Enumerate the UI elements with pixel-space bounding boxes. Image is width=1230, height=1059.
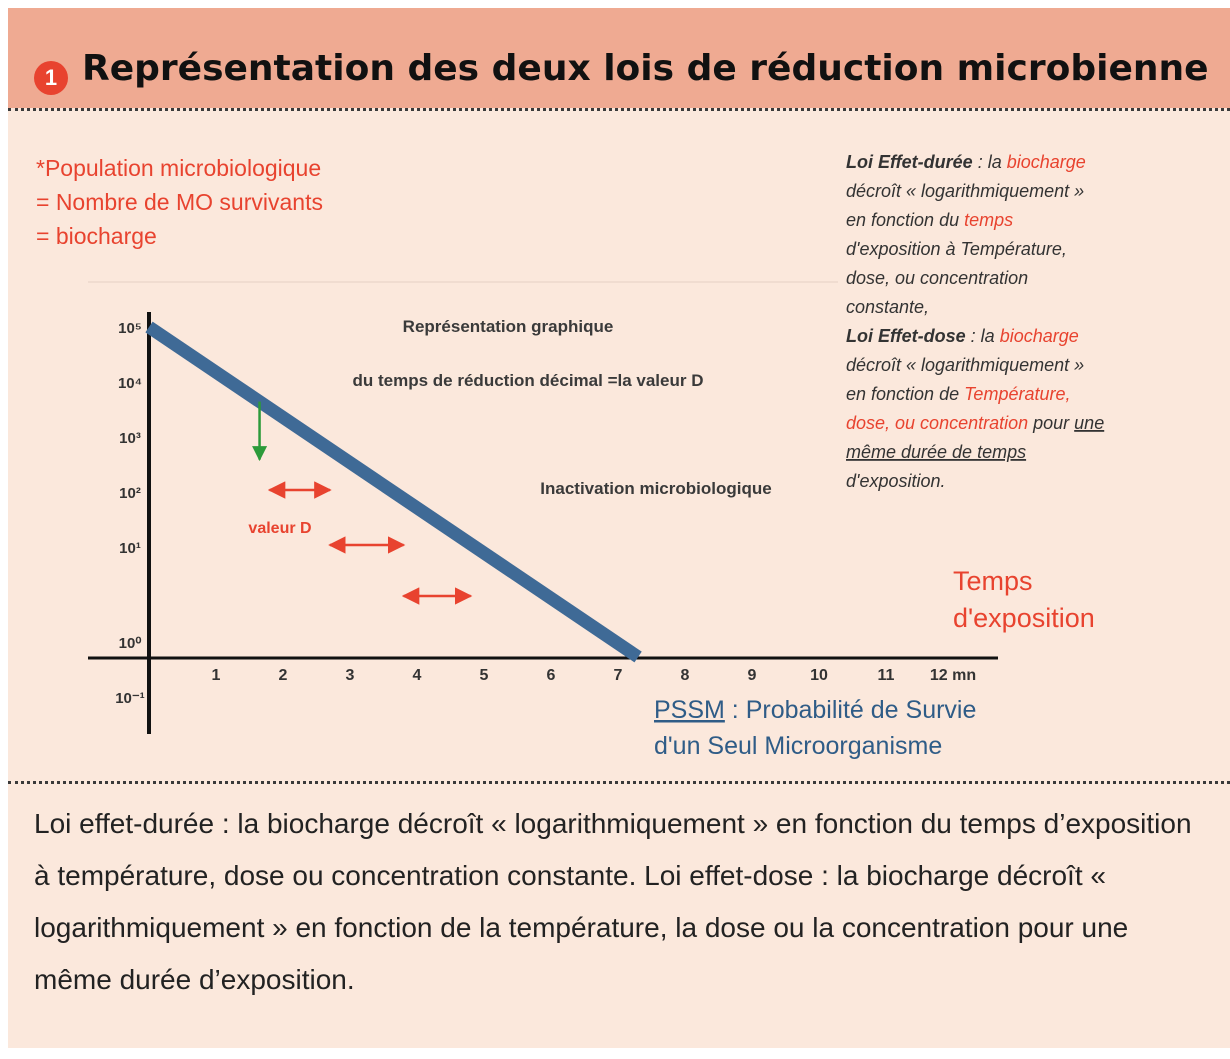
side-note-run: dose, ou concentration — [846, 413, 1028, 433]
side-note-run: une — [1074, 413, 1104, 433]
side-note-run: décroît « logarithmiquement » — [846, 181, 1084, 201]
pssm-definition: : Probabilité de Survie — [725, 696, 977, 724]
side-note-run: d'exposition à Température, — [846, 239, 1067, 259]
y-tick-label: 10⁴ — [118, 375, 142, 392]
side-note-run: d'exposition. — [846, 471, 946, 491]
side-note-run: pour — [1028, 413, 1074, 433]
x-tick-label: 7 — [614, 667, 623, 684]
y-tick-label: 10⁵ — [118, 320, 142, 337]
side-note-run: même durée de temps — [846, 442, 1026, 462]
x-tick-label: 8 — [681, 667, 690, 684]
side-note-run: : la — [966, 326, 1000, 346]
x-tick-label: 10 — [810, 667, 828, 684]
annotation-d-value: valeur D — [248, 520, 311, 537]
side-note-run: dose, ou concentration — [846, 268, 1028, 288]
side-note-line: décroît « logarithmiquement » — [846, 355, 1084, 375]
survival-decline-line — [145, 321, 642, 663]
side-note-run: Loi Effet-dose — [846, 326, 966, 346]
y-tick-label: 10² — [119, 485, 141, 502]
side-note-run: biocharge — [1007, 152, 1086, 172]
side-note-run: biocharge — [1000, 326, 1079, 346]
side-note-line: en fonction du temps — [846, 210, 1013, 230]
pssm-abbrev: PSSM — [654, 696, 725, 724]
side-note-run: Température, — [964, 384, 1070, 404]
annotation-d-value-definition: du temps de réduction décimal =la valeur… — [353, 371, 704, 390]
side-note-line: d'exposition. — [846, 471, 946, 491]
x-axis-label-line-1: Temps — [953, 566, 1033, 596]
y-tick-label: 10⁻¹ — [115, 690, 145, 707]
pssm-line-1: PSSM : Probabilité de Survie — [654, 696, 976, 724]
side-note-run: décroît « logarithmiquement » — [846, 355, 1084, 375]
x-tick-label: 6 — [547, 667, 556, 684]
x-tick-label: 9 — [748, 667, 757, 684]
x-tick-label: 12 mn — [930, 667, 976, 684]
y-axis-label-line-2: = Nombre de MO survivants — [36, 189, 323, 215]
side-note-line: dose, ou concentration — [846, 268, 1028, 288]
figure-number-badge: 1 — [34, 61, 68, 95]
side-note-laws: Loi Effet-durée : la biocharge décroît « … — [846, 152, 1104, 491]
d-value-arrows — [267, 481, 473, 605]
y-tick-label: 10⁰ — [119, 635, 142, 652]
chart-divider — [8, 781, 1230, 784]
x-tick-labels: 1 2 3 4 5 6 7 8 9 10 11 12 mn — [212, 667, 977, 684]
figure-card: 1 Représentation des deux lois de réduct… — [8, 8, 1230, 1048]
side-note-run: en fonction de — [846, 384, 964, 404]
pssm-line-2: d'un Seul Microorganisme — [654, 732, 942, 760]
y-tick-label: 10¹ — [119, 540, 141, 557]
header-divider — [8, 108, 1230, 111]
annotation-representation: Représentation graphique — [403, 317, 614, 336]
side-note-run: en fonction du — [846, 210, 964, 230]
x-tick-label: 1 — [212, 667, 221, 684]
side-note-line: d'exposition à Température, — [846, 239, 1067, 259]
side-note-line: dose, ou concentration pour une — [846, 413, 1104, 433]
figure-caption: Loi effet-durée : la biocharge décroît «… — [34, 808, 1192, 995]
chart-area: *Population microbiologique = Nombre de … — [8, 112, 1230, 776]
side-note-line: même durée de temps — [846, 442, 1026, 462]
x-axis-label-line-2: d'exposition — [953, 603, 1095, 633]
x-tick-label: 4 — [413, 667, 422, 684]
log-reduction-chart: *Population microbiologique = Nombre de … — [36, 152, 1104, 760]
x-tick-label: 11 — [878, 667, 895, 684]
x-tick-label: 2 — [279, 667, 288, 684]
y-tick-label: 10³ — [119, 430, 141, 447]
side-note-line: Loi Effet-dose : la biocharge — [846, 326, 1079, 346]
side-note-line: constante, — [846, 297, 929, 317]
y-axis-label-line-1: *Population microbiologique — [36, 155, 321, 181]
figure-title: Représentation des deux lois de réductio… — [82, 48, 1209, 89]
y-tick-labels: 10⁵ 10⁴ 10³ 10² 10¹ 10⁰ 10⁻¹ — [115, 320, 145, 707]
side-note-run: : la — [973, 152, 1007, 172]
side-note-run: Loi Effet-durée — [846, 152, 973, 172]
x-tick-label: 3 — [346, 667, 355, 684]
side-note-run: temps — [964, 210, 1013, 230]
side-note-run: constante, — [846, 297, 929, 317]
side-note-line: Loi Effet-durée : la biocharge — [846, 152, 1086, 172]
annotation-inactivation: Inactivation microbiologique — [540, 479, 771, 498]
side-note-line: décroît « logarithmiquement » — [846, 181, 1084, 201]
x-tick-label: 5 — [480, 667, 489, 684]
side-note-line: en fonction de Température, — [846, 384, 1071, 404]
y-axis-label-line-3: = biocharge — [36, 223, 157, 249]
figure-header: 1 Représentation des deux lois de réduct… — [8, 8, 1230, 108]
